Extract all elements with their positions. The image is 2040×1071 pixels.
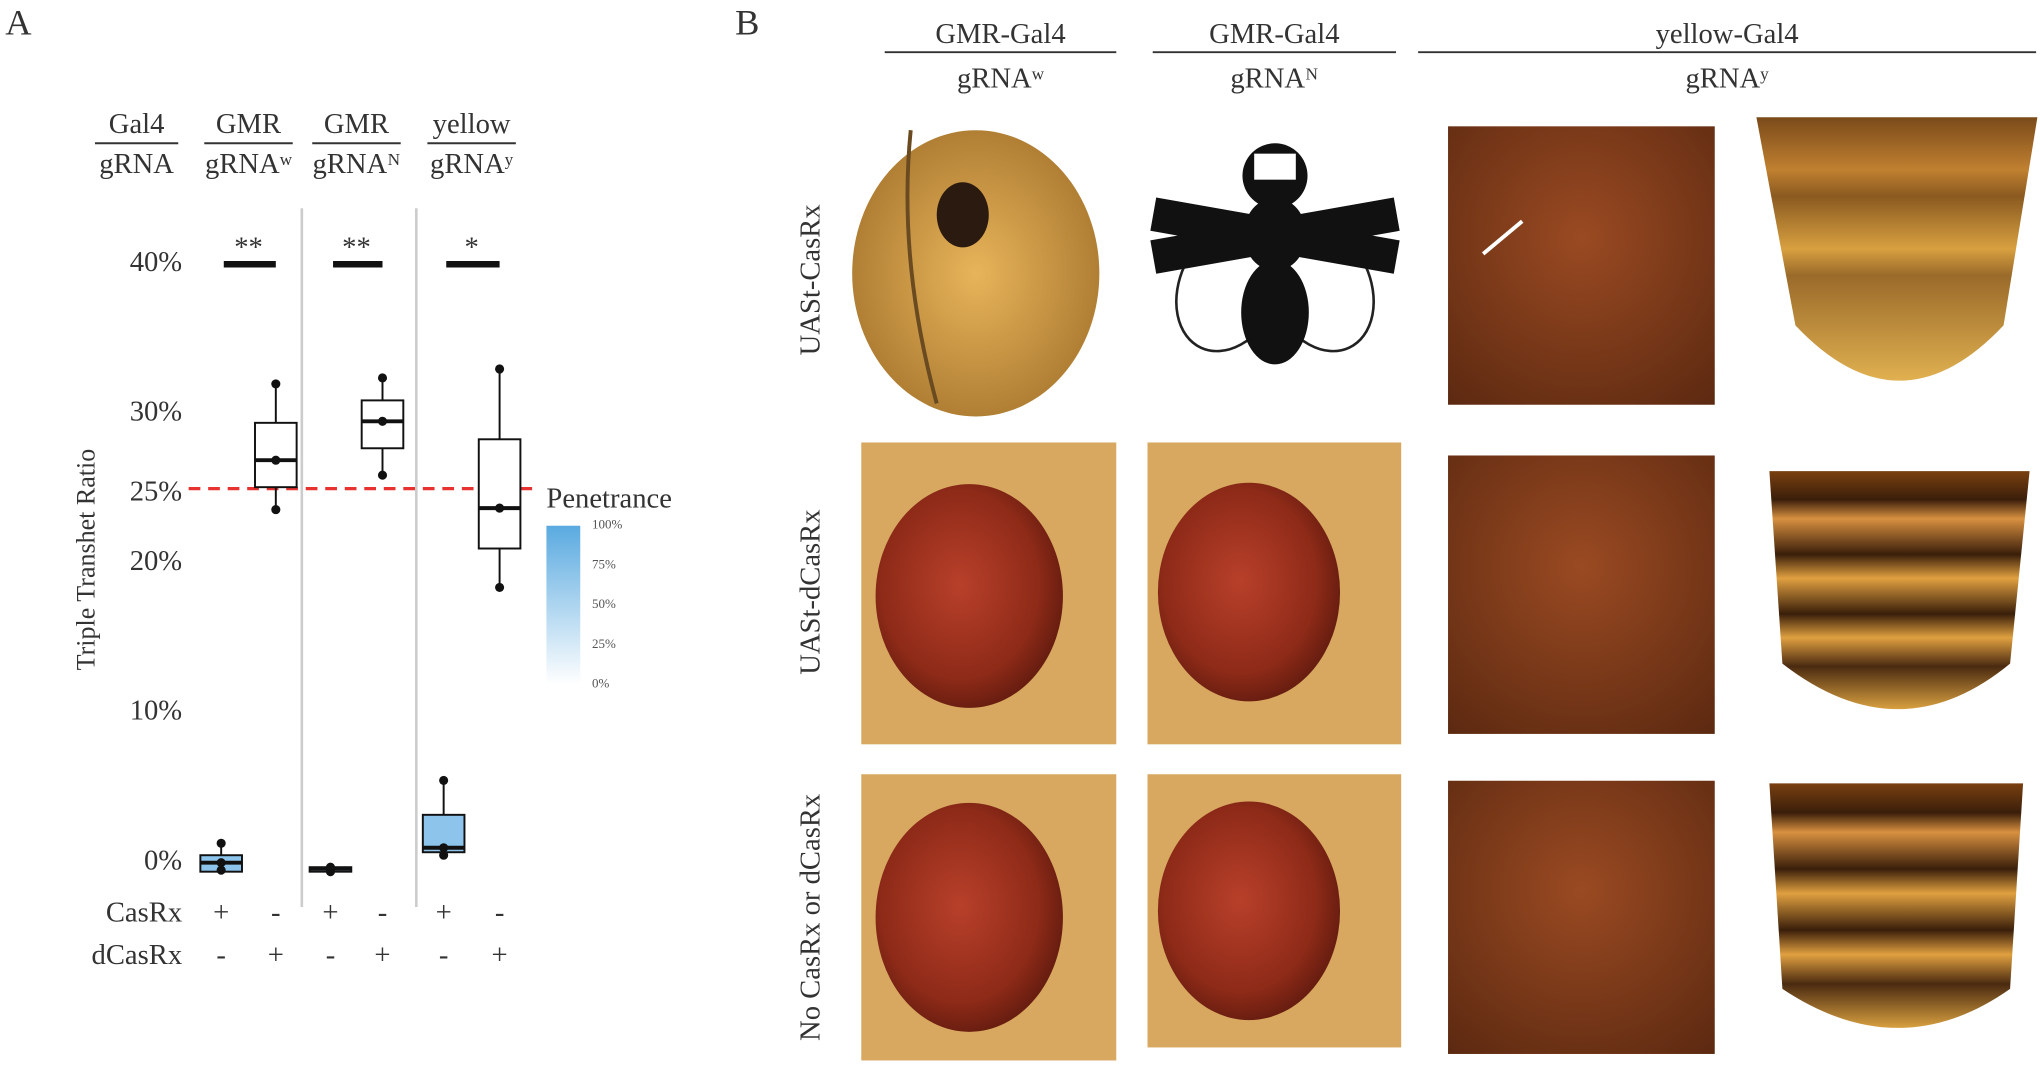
column-gal4: GMR-Gal4: [935, 18, 1065, 50]
header-row-label: gRNA: [99, 148, 174, 180]
panel-label: B: [735, 3, 759, 43]
point: [377, 416, 388, 426]
column-grna: gRNAʷ: [957, 62, 1045, 94]
condition-mark: +: [492, 939, 508, 971]
condition-label: CasRx: [106, 896, 182, 928]
point: [216, 865, 226, 875]
row-label: No CasRx or dCasRx: [795, 794, 827, 1041]
group-grna: gRNAᴺ: [313, 148, 401, 180]
colorbar-tick-label: 0%: [592, 675, 610, 690]
photo: [1448, 780, 1715, 1054]
photo: [1448, 455, 1715, 734]
significance-label: **: [342, 231, 371, 263]
photo: [1448, 126, 1715, 405]
point: [495, 503, 505, 513]
group-gal4: yellow: [433, 108, 511, 140]
colorbar-title: Penetrance: [546, 483, 672, 515]
photo: [1147, 442, 1402, 745]
condition-mark: -: [378, 896, 388, 928]
colorbar-tick-label: 25%: [592, 636, 616, 651]
group-grna: gRNAʷ: [205, 148, 293, 180]
photo: [852, 123, 1117, 421]
column-gal4: GMR-Gal4: [1209, 18, 1339, 50]
panel-label: A: [5, 3, 32, 43]
group-grna: gRNAʸ: [430, 148, 514, 180]
point: [439, 775, 449, 785]
box: [254, 421, 298, 489]
colorbar-tick-label: 75%: [592, 556, 616, 571]
significance-label: **: [234, 231, 263, 263]
y-tick-label: 0%: [144, 844, 182, 876]
box: [477, 438, 522, 550]
column-grna: gRNAʸ: [1686, 62, 1770, 94]
photo: [1769, 471, 2030, 710]
row-label: UASt-CasRx: [795, 204, 827, 355]
y-tick-label: 10%: [130, 695, 182, 727]
photo: [861, 774, 1117, 1061]
photos: [852, 117, 2038, 1061]
y-tick-label: 20%: [130, 545, 182, 577]
condition-mark: +: [268, 939, 284, 971]
y-axis-label: Triple Transhet Ratio: [71, 449, 100, 671]
point: [495, 364, 505, 374]
point: [325, 864, 336, 874]
point: [439, 850, 449, 860]
point: [216, 858, 226, 868]
group-gal4: GMR: [216, 108, 282, 140]
condition-mark: -: [495, 896, 505, 928]
fly-icon: [1147, 123, 1402, 421]
photo: [1756, 117, 2038, 381]
photo: [1147, 774, 1402, 1048]
condition-mark: -: [271, 896, 281, 928]
point: [271, 455, 281, 465]
photo: [1769, 783, 2024, 1028]
colorbar-tick-label: 50%: [592, 596, 616, 611]
point: [377, 470, 388, 480]
point: [216, 838, 226, 848]
group-gal4: GMR: [324, 108, 390, 140]
point: [271, 505, 281, 515]
separators: [300, 208, 418, 907]
colorbar: [546, 525, 581, 685]
condition-mark: +: [374, 939, 390, 971]
condition-mark: -: [439, 939, 449, 971]
condition-label: dCasRx: [92, 939, 183, 971]
condition-mark: -: [216, 939, 226, 971]
y-tick-label: 40%: [130, 246, 182, 278]
column-grna: gRNAᴺ: [1230, 62, 1318, 94]
point: [271, 379, 281, 389]
column-gal4: yellow-Gal4: [1656, 18, 1799, 50]
condition-mark: +: [213, 896, 229, 928]
point: [495, 582, 505, 592]
photo: [861, 442, 1117, 745]
significance-label: *: [464, 231, 478, 263]
condition-mark: +: [322, 896, 338, 928]
colorbar-tick-label: 100%: [592, 517, 623, 532]
y-tick-label: 30%: [130, 395, 182, 427]
reference-label: 25%: [130, 475, 182, 507]
condition-mark: -: [326, 939, 336, 971]
header-row-label: Gal4: [109, 108, 165, 140]
point: [439, 843, 449, 853]
row-label: UASt-dCasRx: [795, 509, 827, 674]
point: [377, 373, 388, 383]
condition-mark: +: [436, 896, 452, 928]
